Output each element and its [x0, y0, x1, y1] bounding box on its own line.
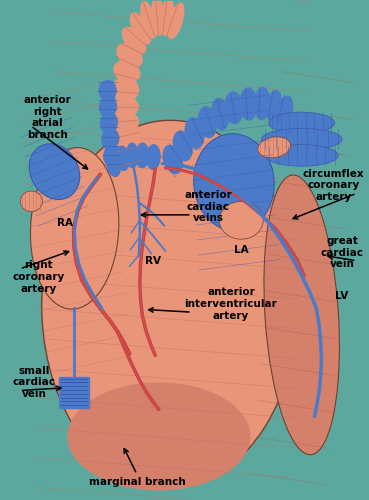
Ellipse shape: [112, 112, 139, 134]
Ellipse shape: [115, 144, 142, 167]
Ellipse shape: [29, 144, 80, 200]
Ellipse shape: [111, 96, 139, 118]
Ellipse shape: [265, 144, 338, 166]
Ellipse shape: [239, 88, 258, 121]
Ellipse shape: [254, 87, 270, 120]
Ellipse shape: [140, 1, 158, 38]
Ellipse shape: [101, 128, 120, 150]
Ellipse shape: [122, 27, 146, 54]
Text: right
coronary
artery: right coronary artery: [13, 260, 65, 294]
Text: anterior
interventricular
artery: anterior interventricular artery: [184, 288, 277, 320]
Ellipse shape: [261, 128, 342, 150]
Ellipse shape: [219, 202, 263, 239]
Ellipse shape: [151, 0, 165, 36]
Ellipse shape: [160, 0, 174, 36]
Ellipse shape: [116, 43, 143, 68]
Ellipse shape: [198, 106, 217, 138]
Ellipse shape: [67, 382, 251, 490]
Ellipse shape: [100, 112, 118, 134]
Text: great
cardiac
vein: great cardiac vein: [321, 236, 364, 270]
Text: RV: RV: [145, 256, 161, 266]
Text: circumflex
coronary
artery: circumflex coronary artery: [302, 168, 364, 202]
Polygon shape: [59, 377, 89, 408]
Ellipse shape: [173, 130, 193, 162]
Ellipse shape: [269, 112, 335, 134]
Text: LV: LV: [335, 291, 349, 301]
Ellipse shape: [266, 90, 282, 122]
Ellipse shape: [106, 152, 121, 177]
Ellipse shape: [42, 120, 298, 488]
Ellipse shape: [113, 128, 141, 150]
Ellipse shape: [112, 77, 139, 102]
Ellipse shape: [258, 137, 291, 158]
Ellipse shape: [194, 134, 274, 231]
Text: marginal branch: marginal branch: [89, 478, 185, 488]
Text: anterior
cardiac
veins: anterior cardiac veins: [184, 190, 232, 224]
Text: RA: RA: [58, 218, 73, 228]
Ellipse shape: [99, 96, 117, 118]
Ellipse shape: [163, 145, 183, 174]
Ellipse shape: [113, 60, 141, 83]
Ellipse shape: [20, 191, 42, 212]
Ellipse shape: [146, 144, 161, 170]
Ellipse shape: [31, 148, 119, 309]
Ellipse shape: [211, 98, 229, 130]
Text: anterior
right
atrial
branch: anterior right atrial branch: [23, 95, 71, 140]
Text: LA: LA: [234, 245, 249, 255]
Ellipse shape: [103, 144, 121, 167]
Text: small
cardiac
vein: small cardiac vein: [13, 366, 55, 399]
Ellipse shape: [167, 2, 184, 40]
Ellipse shape: [135, 142, 150, 169]
Ellipse shape: [277, 96, 294, 128]
Ellipse shape: [99, 80, 117, 102]
Ellipse shape: [224, 92, 244, 124]
Ellipse shape: [130, 12, 151, 44]
Ellipse shape: [264, 175, 339, 454]
Ellipse shape: [115, 146, 130, 171]
Ellipse shape: [184, 117, 205, 149]
Ellipse shape: [126, 142, 139, 169]
